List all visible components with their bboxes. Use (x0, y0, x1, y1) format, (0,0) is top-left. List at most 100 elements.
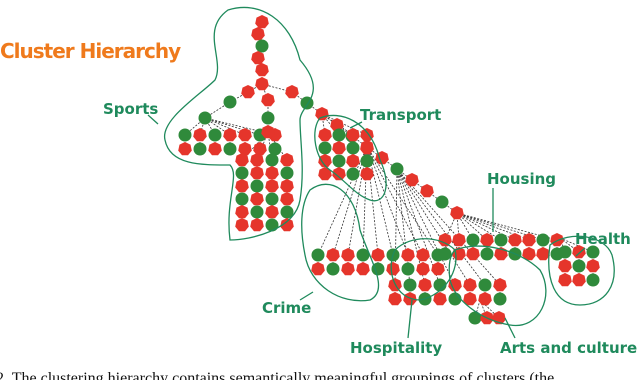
node-red (346, 128, 360, 142)
node-red (265, 205, 279, 219)
node-red (418, 278, 432, 292)
node-green (265, 192, 279, 206)
node-red (572, 245, 586, 259)
node-green (255, 39, 269, 53)
node-red (346, 154, 360, 168)
node-red (250, 218, 264, 232)
node-red (522, 247, 536, 261)
node-red (235, 153, 249, 167)
node-green (250, 179, 264, 193)
node-red (480, 233, 494, 247)
node-red (431, 262, 445, 276)
node-green (403, 278, 417, 292)
node-green (558, 245, 572, 259)
node-red (235, 179, 249, 193)
node-red (238, 142, 252, 156)
node-green (223, 95, 237, 109)
arrow (504, 317, 516, 339)
node-red (450, 206, 464, 220)
node-red (223, 128, 237, 142)
edge (247, 83, 263, 93)
node-red (193, 128, 207, 142)
node-green (223, 142, 237, 156)
title: Cluster Hierarchy (0, 39, 181, 63)
node-red (405, 173, 419, 187)
node-green (572, 259, 586, 273)
edge (456, 212, 502, 241)
arrows (147, 114, 586, 339)
edge (396, 168, 411, 286)
node-red (253, 142, 267, 156)
outline-hospitality (390, 238, 457, 301)
edge (366, 146, 409, 256)
node-red (360, 141, 374, 155)
node-red (280, 192, 294, 206)
node-red (452, 233, 466, 247)
node-red (330, 118, 344, 132)
node-red (463, 278, 477, 292)
edge (321, 113, 368, 136)
node-red (356, 262, 370, 276)
node-green (448, 292, 462, 306)
node-green (311, 248, 325, 262)
node-green (235, 166, 249, 180)
edge (396, 168, 456, 286)
node-red (265, 179, 279, 193)
node-green (300, 96, 314, 110)
node-red (255, 63, 269, 77)
node-red (261, 93, 275, 107)
node-green (265, 218, 279, 232)
arrow (299, 291, 314, 301)
node-red (250, 166, 264, 180)
node-green (466, 233, 480, 247)
node-red (558, 273, 572, 287)
node-green (235, 192, 249, 206)
node-red (438, 233, 452, 247)
node-red (332, 141, 346, 155)
node-red (318, 167, 332, 181)
node-red (178, 142, 192, 156)
node-green (493, 292, 507, 306)
node-red (332, 167, 346, 181)
node-red (341, 262, 355, 276)
node-red (550, 233, 564, 247)
cluster-label: Hospitality (350, 339, 442, 357)
edge (396, 168, 501, 286)
node-green (346, 167, 360, 181)
node-green (356, 248, 370, 262)
cluster-label: Housing (487, 170, 556, 188)
node-red (265, 166, 279, 180)
node-green (438, 247, 452, 261)
node-red (261, 125, 275, 139)
node-red (341, 248, 355, 262)
node-red (386, 262, 400, 276)
edge (394, 168, 398, 286)
node-green (326, 262, 340, 276)
outline-sports (164, 6, 314, 241)
arrow (575, 247, 586, 257)
caption: 2. The clustering hierarchy contains sem… (0, 370, 554, 380)
node-red (208, 142, 222, 156)
edge (396, 168, 471, 286)
node-green (586, 245, 600, 259)
node-red (251, 27, 265, 41)
outline-crime (301, 183, 380, 302)
node-red (416, 262, 430, 276)
node-green (360, 154, 374, 168)
node-green (198, 111, 212, 125)
node-red (318, 154, 332, 168)
node-green (586, 273, 600, 287)
node-green (468, 311, 482, 325)
node-red (433, 292, 447, 306)
node-green (268, 142, 282, 156)
outline-transport (314, 114, 387, 202)
edge (204, 117, 261, 136)
node-red (388, 292, 402, 306)
edge (332, 146, 368, 256)
arrow (147, 114, 159, 125)
node-green (332, 154, 346, 168)
node-red (255, 77, 269, 91)
node-red (558, 259, 572, 273)
node-red (463, 292, 477, 306)
